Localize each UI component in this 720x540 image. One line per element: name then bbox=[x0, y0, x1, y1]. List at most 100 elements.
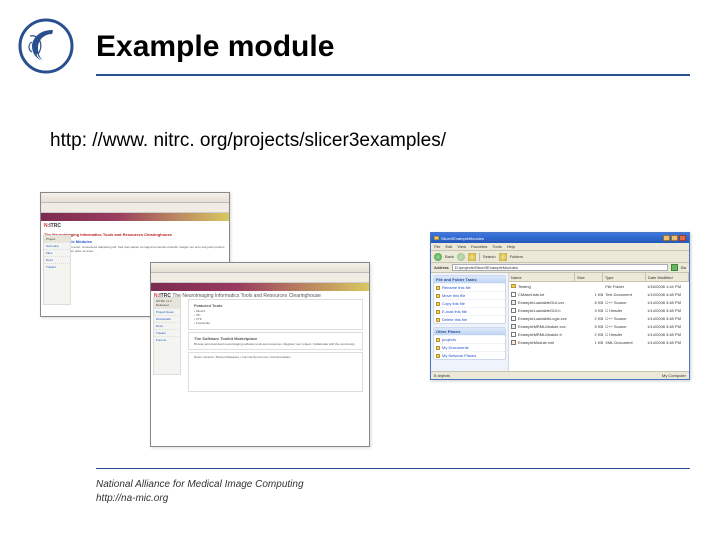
nitrc-news-sidebar: NITRC v1.2 Released Project News Downloa… bbox=[153, 297, 181, 375]
file-type: File Folder bbox=[605, 284, 647, 289]
file-size: 5 KB bbox=[578, 324, 605, 329]
file-name: CMakeLists.txt bbox=[518, 292, 544, 297]
task-item: My Network Places bbox=[442, 353, 476, 358]
file-row: ExampleLoadableLogic.cxx2 KBC++ Source1/… bbox=[509, 314, 689, 322]
col-type: Type bbox=[603, 273, 646, 281]
file-name: ExampleModule.xml bbox=[518, 340, 554, 345]
folder-icon bbox=[434, 236, 439, 240]
up-icon bbox=[468, 253, 476, 261]
file-icon bbox=[511, 292, 516, 297]
menu-tools: Tools bbox=[492, 244, 501, 249]
col-size: Size bbox=[575, 273, 603, 281]
file-row: CMakeLists.txt 1 KBText Document1/10/2008… bbox=[509, 290, 689, 298]
task-item: Copy this file bbox=[442, 301, 465, 306]
folders-icon bbox=[499, 253, 507, 261]
file-row: ExampleModule.xml 1 KBXML Document1/14/20… bbox=[509, 338, 689, 346]
content-box-1: Featured Tools • Slicer3• ITK• VTK• Free… bbox=[188, 299, 363, 330]
window-buttons bbox=[662, 235, 686, 242]
content-box-3: News • Events • Recent Releases • Commun… bbox=[188, 352, 363, 392]
file-date: 1/10/2008 4:48 PM bbox=[647, 292, 689, 297]
file-type: C Header bbox=[605, 332, 647, 337]
task-item: Rename this file bbox=[442, 285, 471, 290]
go-button: Go bbox=[681, 265, 686, 270]
file-type: C++ Source bbox=[605, 324, 647, 329]
title-divider bbox=[96, 74, 690, 76]
file-type: C++ Source bbox=[605, 300, 647, 305]
back-button: Back bbox=[445, 254, 454, 259]
explorer-titlebar: Slicer3ExampleModules bbox=[431, 233, 689, 243]
minimize-icon bbox=[663, 235, 670, 241]
menu-edit: Edit bbox=[445, 244, 452, 249]
file-icon bbox=[511, 316, 516, 321]
task-item: projects bbox=[442, 337, 456, 342]
file-type: XML Document bbox=[605, 340, 647, 345]
file-row: ExampleMRMLModule.cxx 5 KBC++ Source1/14/… bbox=[509, 322, 689, 330]
footer-url: http://na-mic.org bbox=[96, 492, 304, 506]
file-name: ExampleLoadableGUI.h bbox=[518, 308, 560, 313]
task-item: Delete this file bbox=[442, 317, 467, 322]
back-icon bbox=[434, 253, 442, 261]
file-icon bbox=[511, 308, 516, 313]
file-name: ExampleLoadableGUI.cxx bbox=[518, 300, 564, 305]
slide-footer: National Alliance for Medical Image Comp… bbox=[96, 478, 304, 505]
file-size: 1 KB bbox=[578, 340, 605, 345]
folders-button: Folders bbox=[510, 254, 523, 259]
file-icon bbox=[511, 324, 516, 329]
task-item: E-mail this file bbox=[442, 309, 467, 314]
file-row: ExampleLoadableGUI.h 3 KBC Header1/14/200… bbox=[509, 306, 689, 314]
file-icon bbox=[511, 332, 516, 337]
footer-org: National Alliance for Medical Image Comp… bbox=[96, 478, 304, 492]
file-name: Testing bbox=[518, 284, 531, 289]
file-name: ExampleMRMLModule.h bbox=[518, 332, 562, 337]
file-date: 1/14/2008 3:48 PM bbox=[647, 300, 689, 305]
file-date: 1/14/2008 3:48 PM bbox=[647, 340, 689, 345]
file-date: 1/14/2008 3:48 PM bbox=[647, 316, 689, 321]
explorer-title: Slicer3ExampleModules bbox=[441, 236, 484, 241]
file-size: 6 KB bbox=[578, 300, 605, 305]
content-box-2: The Software Toolkit Marketplace Browse … bbox=[188, 332, 363, 351]
screenshot-explorer: Slicer3ExampleModules File Edit View Fav… bbox=[430, 232, 690, 380]
nitrc-sidebar: Project Summary Files Docs Tracker bbox=[43, 235, 71, 305]
file-type: C Header bbox=[605, 308, 647, 313]
explorer-file-list: TestingFile Folder1/16/2008 1:44 PMCMake… bbox=[509, 282, 689, 371]
resource-url: http: //www. nitrc. org/projects/slicer3… bbox=[50, 130, 446, 152]
col-name: Name bbox=[509, 273, 575, 281]
namic-logo bbox=[18, 18, 74, 74]
close-icon bbox=[679, 235, 686, 241]
explorer-addressbar: Address D:\projects\Slicer3ExampleModule… bbox=[431, 263, 689, 273]
explorer-taskpane: File and Folder Tasks Rename this file M… bbox=[431, 273, 509, 371]
status-location: My Computer bbox=[662, 373, 686, 378]
explorer-menubar: File Edit View Favorites Tools Help bbox=[431, 243, 689, 251]
file-date: 1/14/2008 3:48 PM bbox=[647, 332, 689, 337]
address-field: D:\projects\Slicer3ExampleModules bbox=[452, 264, 668, 271]
file-date: 1/14/2008 3:48 PM bbox=[647, 324, 689, 329]
forward-icon bbox=[457, 253, 465, 261]
explorer-columns: Name Size Type Date Modified bbox=[509, 273, 689, 282]
menu-favorites: Favorites bbox=[471, 244, 487, 249]
file-size: 1 KB bbox=[578, 292, 605, 297]
task-item: My Documents bbox=[442, 345, 469, 350]
file-icon bbox=[511, 340, 516, 345]
col-date: Date Modified bbox=[646, 273, 689, 281]
file-size: 3 KB bbox=[578, 308, 605, 313]
file-name: ExampleLoadableLogic.cxx bbox=[518, 316, 567, 321]
file-date: 1/14/2008 3:48 PM bbox=[647, 308, 689, 313]
nitrc-logo: N:ITRC bbox=[41, 221, 229, 231]
menu-file: File bbox=[434, 244, 440, 249]
maximize-icon bbox=[671, 235, 678, 241]
file-name: ExampleMRMLModule.cxx bbox=[518, 324, 566, 329]
taskpane-header-2: Other Places bbox=[434, 328, 505, 335]
file-size: 2 KB bbox=[578, 316, 605, 321]
screenshot-nitrc-home: N:ITRC The Neuroimaging Informatics Tool… bbox=[150, 262, 370, 447]
file-row: TestingFile Folder1/16/2008 1:44 PM bbox=[509, 282, 689, 290]
slide-title: Example module bbox=[96, 30, 334, 64]
file-type: Text Document bbox=[605, 292, 647, 297]
status-count: 8 objects bbox=[434, 373, 450, 378]
folder-icon bbox=[511, 284, 516, 288]
explorer-statusbar: 8 objects My Computer bbox=[431, 371, 689, 379]
file-icon bbox=[511, 300, 516, 305]
search-button: Search bbox=[483, 254, 496, 259]
menu-help: Help bbox=[507, 244, 515, 249]
file-size: 2 KB bbox=[578, 332, 605, 337]
go-icon bbox=[671, 264, 678, 271]
